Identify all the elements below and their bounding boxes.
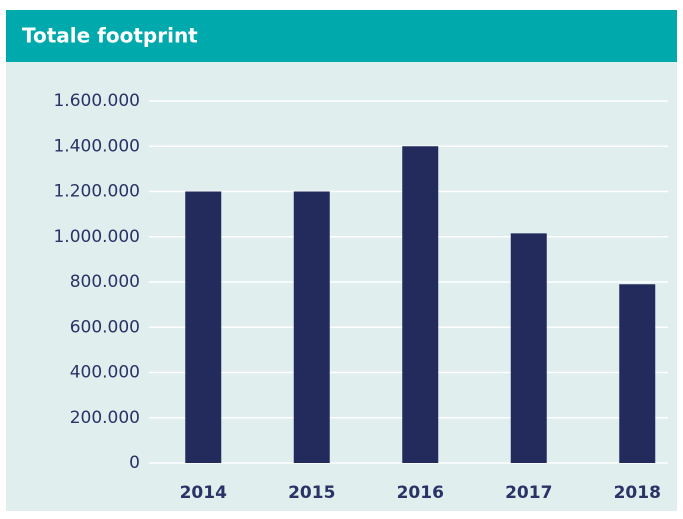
y-tick-label: 1.000.000 xyxy=(53,227,140,247)
x-tick-label: 2015 xyxy=(288,483,335,503)
y-tick-label: 400.000 xyxy=(70,363,140,383)
chart-title: Totale footprint xyxy=(22,24,198,48)
y-tick-label: 800.000 xyxy=(70,272,140,292)
x-tick-label: 2016 xyxy=(397,483,444,503)
bar xyxy=(402,146,439,463)
y-tick-label: 600.000 xyxy=(70,317,140,337)
bar xyxy=(619,284,656,463)
bar xyxy=(185,191,222,463)
x-tick-label: 2018 xyxy=(614,483,661,503)
y-tick-label: 1.200.000 xyxy=(53,182,140,202)
y-tick-label: 0 xyxy=(129,453,140,473)
bar xyxy=(293,191,330,463)
y-tick-label: 1.600.000 xyxy=(53,91,140,111)
x-tick-label: 2014 xyxy=(180,483,227,503)
y-tick-label: 200.000 xyxy=(70,408,140,428)
plot-background xyxy=(6,62,677,511)
bar xyxy=(510,233,547,463)
header-bar xyxy=(6,10,677,62)
y-tick-label: 1.400.000 xyxy=(53,136,140,156)
x-tick-label: 2017 xyxy=(505,483,552,503)
